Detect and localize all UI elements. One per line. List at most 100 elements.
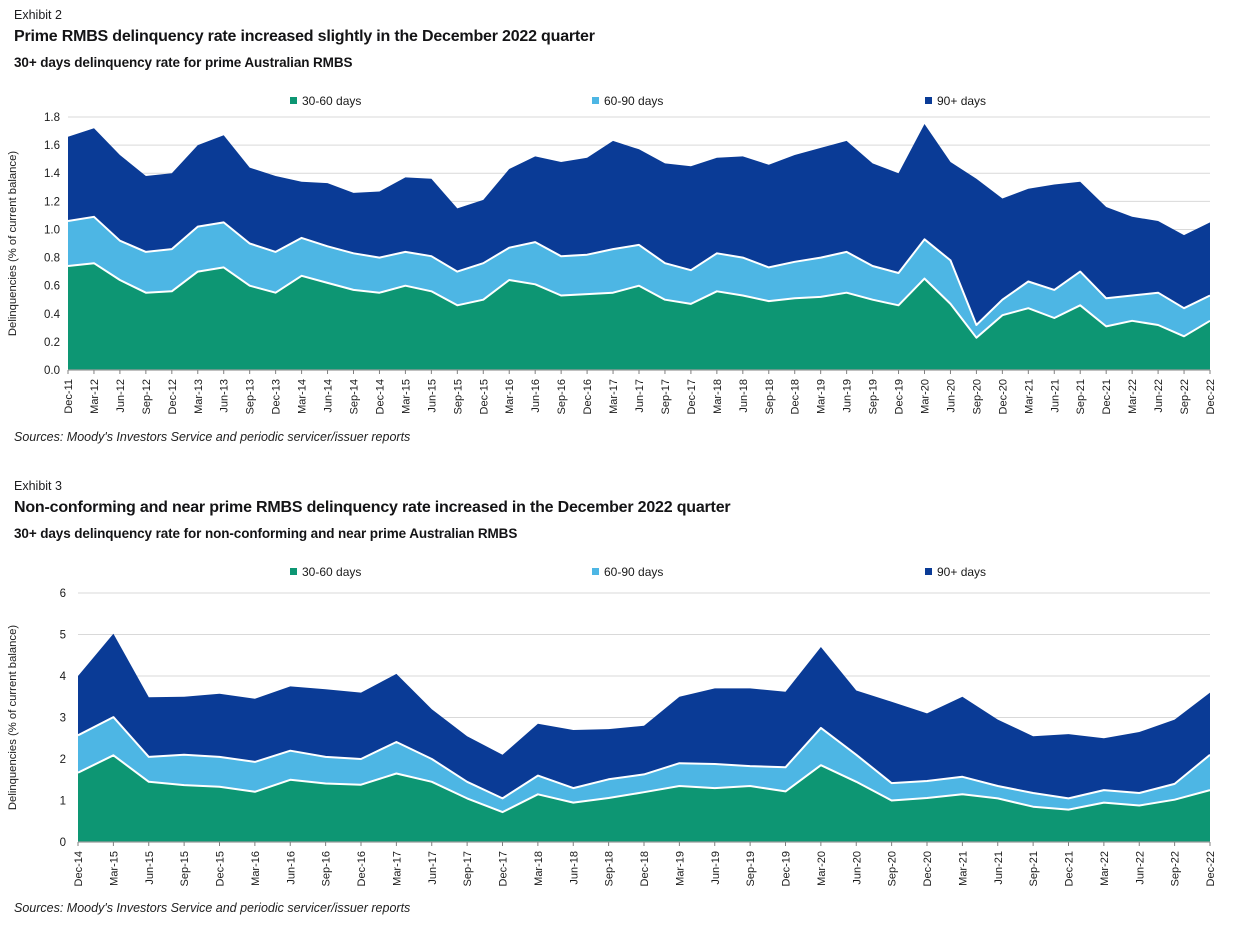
y-tick-label: 0.2 <box>44 337 60 349</box>
legend-item-60-90-days: 60-90 days <box>592 565 663 579</box>
y-tick-label: 1.6 <box>44 140 60 152</box>
legend-label: 90+ days <box>937 94 987 108</box>
x-tick-label: Jun-13 <box>219 379 231 413</box>
x-tick-label: Sep-12 <box>141 379 153 414</box>
x-tick-label: Dec-18 <box>790 379 802 414</box>
x-tick-label: Dec-16 <box>582 379 594 414</box>
x-tick-label: Dec-19 <box>894 379 906 414</box>
x-tick-label: Dec-18 <box>639 851 651 886</box>
y-axis-title: Delinquencies (% of current balance) <box>7 151 19 336</box>
x-tick-label: Sep-17 <box>462 851 474 886</box>
x-tick-label: Sep-15 <box>179 851 191 886</box>
x-tick-label: Dec-20 <box>922 851 934 886</box>
x-tick-label: Dec-21 <box>1101 379 1113 414</box>
x-tick-label: Jun-22 <box>1134 851 1146 885</box>
x-tick-label: Mar-17 <box>391 851 403 886</box>
y-axis-title: Delinquencies (% of current balance) <box>7 625 19 810</box>
y-tick-label: 1.4 <box>44 168 61 180</box>
legend-swatch-icon <box>290 568 297 575</box>
x-tick-label: Mar-18 <box>712 379 724 414</box>
x-tick-label: Mar-20 <box>816 851 828 886</box>
legend-label: 90+ days <box>937 565 987 579</box>
legend-item-30-60-days: 30-60 days <box>290 94 361 108</box>
legend-swatch-icon <box>592 568 599 575</box>
y-tick-label: 0.4 <box>44 309 61 321</box>
x-tick-label: Sep-19 <box>868 379 880 414</box>
x-tick-label: Jun-20 <box>945 379 957 413</box>
x-tick-label: Dec-21 <box>1064 851 1076 886</box>
x-tick-label: Dec-17 <box>686 379 698 414</box>
x-tick-label: Sep-14 <box>349 379 361 414</box>
x-tick-label: Mar-18 <box>533 851 545 886</box>
y-tick-label: 0.8 <box>44 253 60 265</box>
x-tick-label: Mar-22 <box>1127 379 1139 414</box>
x-tick-label: Jun-20 <box>851 851 863 885</box>
x-tick-label: Mar-21 <box>957 851 969 886</box>
x-tick-label: Jun-21 <box>993 851 1005 885</box>
sources-note-exhibit-3: Sources: Moody's Investors Service and p… <box>14 901 411 915</box>
x-tick-label: Jun-15 <box>426 379 438 413</box>
x-tick-label: Dec-16 <box>356 851 368 886</box>
x-tick-label: Mar-14 <box>297 379 309 414</box>
x-tick-label: Sep-22 <box>1179 379 1191 414</box>
y-tick-label: 6 <box>60 588 66 600</box>
x-tick-label: Dec-19 <box>781 851 793 886</box>
legend-swatch-icon <box>592 97 599 104</box>
legend-nonconforming-chart: 30-60 days 60-90 days 90+ days <box>0 565 1238 581</box>
x-tick-label: Jun-14 <box>323 379 335 413</box>
y-tick-label: 0.0 <box>44 365 60 377</box>
x-tick-label: Jun-21 <box>1049 379 1061 413</box>
x-tick-label: Mar-12 <box>89 379 101 414</box>
legend-item-90-days: 90+ days <box>925 94 986 108</box>
legend-prime-chart: 30-60 days 60-90 days 90+ days <box>0 94 1238 110</box>
x-tick-label: Jun-22 <box>1153 379 1165 413</box>
x-tick-label: Sep-17 <box>660 379 672 414</box>
x-tick-label: Sep-16 <box>321 851 333 886</box>
x-tick-label: Mar-13 <box>193 379 205 414</box>
y-tick-label: 5 <box>60 630 66 642</box>
x-tick-label: Jun-15 <box>144 851 156 885</box>
x-tick-label: Mar-19 <box>816 379 828 414</box>
x-tick-label: Sep-13 <box>245 379 257 414</box>
x-tick-label: Jun-18 <box>738 379 750 413</box>
x-tick-label: Dec-14 <box>73 851 85 886</box>
x-tick-label: Jun-16 <box>285 851 297 885</box>
x-tick-label: Mar-15 <box>400 379 412 414</box>
sources-note-exhibit-2: Sources: Moody's Investors Service and p… <box>14 430 411 444</box>
x-tick-label: Sep-21 <box>1028 851 1040 886</box>
y-tick-label: 0 <box>60 837 66 849</box>
stacked-area-chart-prime: 0.0 0.2 0.4 0.6 0.8 1.0 1.2 1.4 1.6 1.8 Dec-11 Mar-… <box>7 112 1217 414</box>
legend-label: 30-60 days <box>302 565 362 579</box>
x-tick-label: Jun-18 <box>568 851 580 885</box>
legend-swatch-icon <box>925 97 932 104</box>
x-tick-label: Jun-17 <box>634 379 646 413</box>
x-tick-label: Jun-19 <box>842 379 854 413</box>
x-tick-label: Sep-16 <box>556 379 568 414</box>
x-tick-label: Dec-20 <box>997 379 1009 414</box>
y-tick-label: 1.2 <box>44 196 60 208</box>
x-tick-label: Dec-15 <box>478 379 490 414</box>
x-tick-label: Mar-19 <box>674 851 686 886</box>
x-tick-label: Dec-14 <box>374 379 386 414</box>
x-tick-label: Mar-22 <box>1099 851 1111 886</box>
legend-label: 60-90 days <box>604 565 664 579</box>
x-tick-label: Sep-20 <box>887 851 899 886</box>
exhibit-2-title: Prime RMBS delinquency rate increased sl… <box>14 28 595 45</box>
exhibit-3-label: Exhibit 3 <box>14 479 62 493</box>
legend-item-30-60-days: 30-60 days <box>290 565 361 579</box>
x-tick-label: Dec-22 <box>1205 379 1217 414</box>
x-tick-label: Mar-20 <box>920 379 932 414</box>
x-tick-label: Sep-15 <box>452 379 464 414</box>
y-tick-label: 1.8 <box>44 112 60 124</box>
legend-item-60-90-days: 60-90 days <box>592 94 663 108</box>
legend-item-90-days: 90+ days <box>925 565 986 579</box>
y-tick-label: 3 <box>60 713 66 725</box>
legend-swatch-icon <box>290 97 297 104</box>
x-tick-label: Dec-11 <box>63 379 75 414</box>
y-tick-label: 2 <box>60 754 66 766</box>
exhibit-2-label: Exhibit 2 <box>14 8 62 22</box>
exhibit-2-subtitle: 30+ days delinquency rate for prime Aust… <box>14 55 353 70</box>
x-tick-label: Dec-12 <box>167 379 179 414</box>
y-tick-label: 1 <box>60 796 66 808</box>
